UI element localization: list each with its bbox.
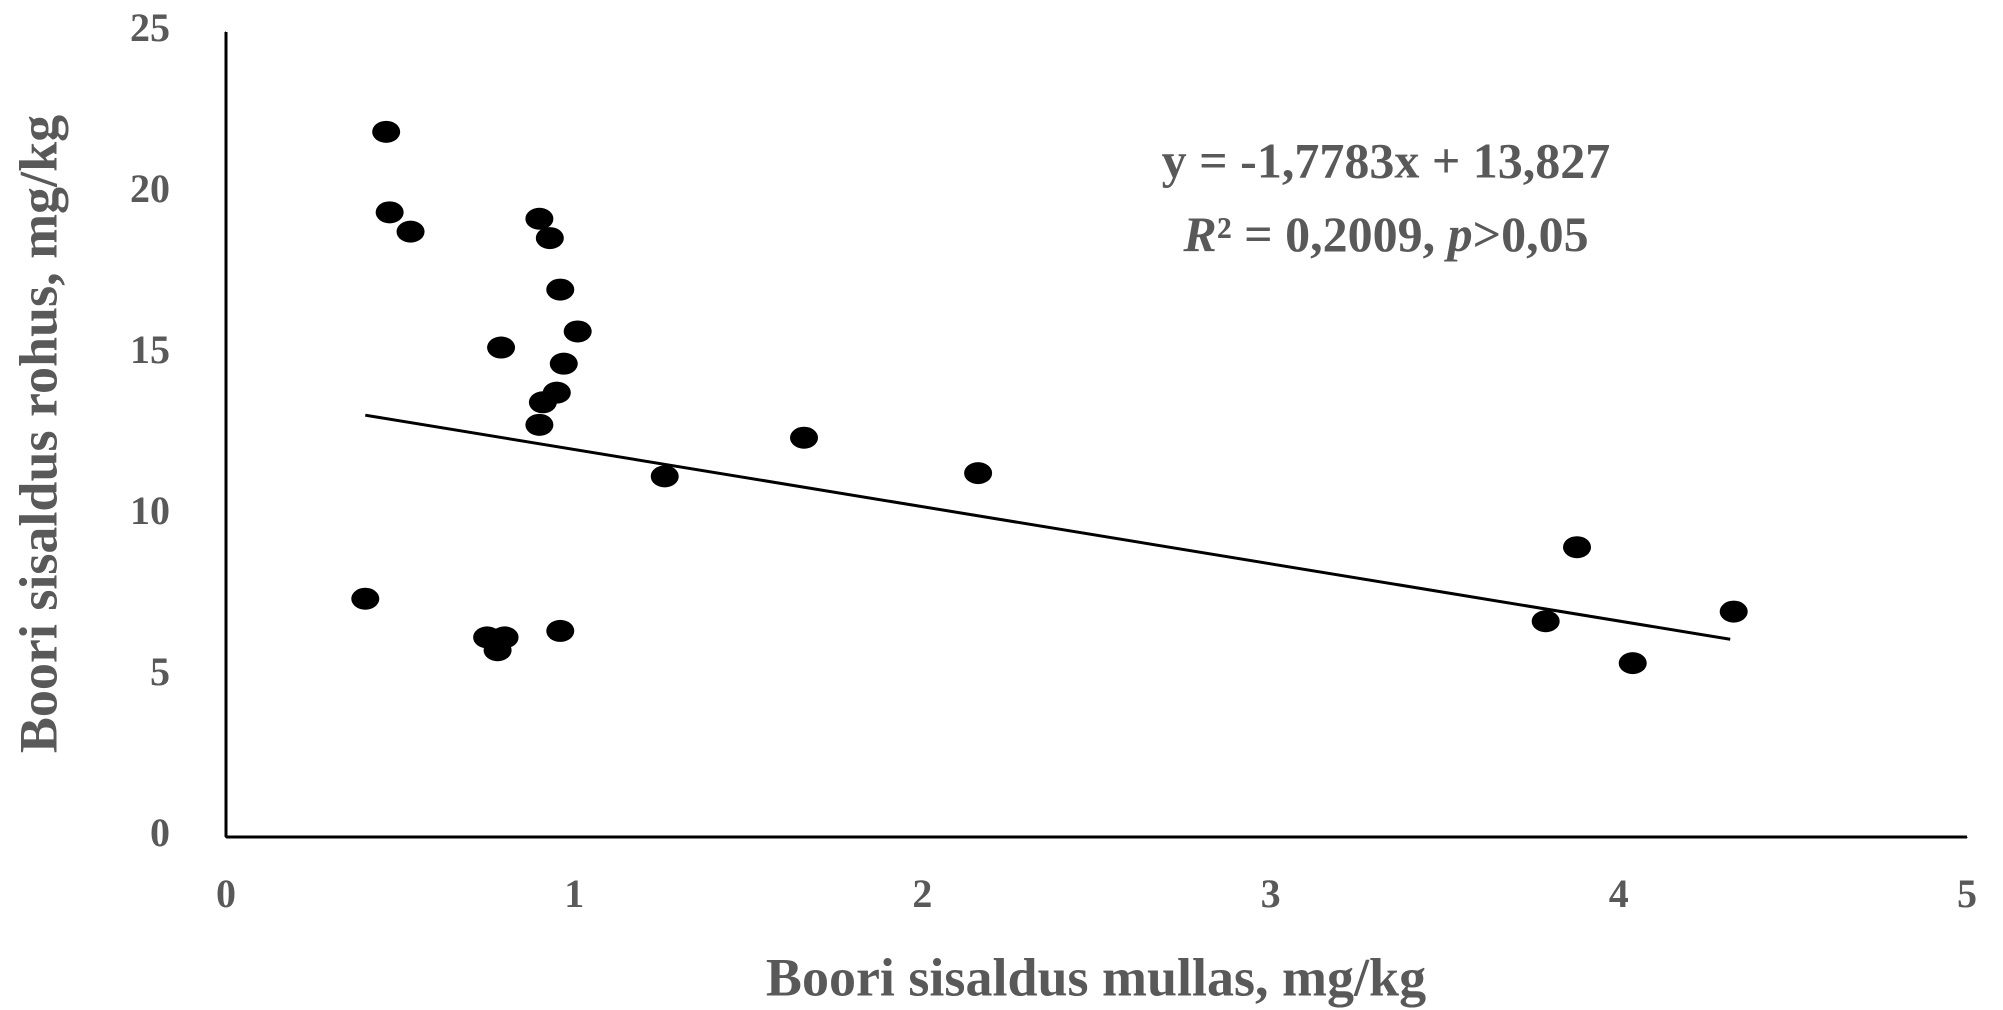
x-tick-label: 5 [1957, 871, 1977, 916]
point [964, 462, 993, 485]
point [525, 413, 554, 436]
point [483, 639, 512, 662]
annotation-part: R [1182, 206, 1216, 262]
point [546, 619, 575, 642]
annotation-part: >0,05 [1473, 206, 1589, 262]
y-tick-label: 20 [130, 166, 170, 211]
point [1531, 610, 1560, 633]
y-tick-label: 5 [150, 649, 170, 694]
point [375, 201, 404, 224]
y-tick-label: 25 [130, 5, 170, 50]
x-tick-label: 4 [1609, 871, 1629, 916]
point [650, 465, 679, 488]
x-tick-label: 3 [1261, 871, 1281, 916]
trendline [365, 413, 1731, 641]
y-axis-title: Boori sisaldus rohus, mg/kg [8, 115, 68, 753]
x-tick-label: 0 [216, 871, 236, 916]
point [546, 278, 575, 301]
annotation-part: p [1444, 206, 1473, 262]
point [351, 587, 380, 610]
annotation-part: ² = 0,2009, [1217, 206, 1448, 262]
x-axis-title: Boori sisaldus mullas, mg/kg [766, 947, 1426, 1007]
point [487, 336, 516, 359]
y-tick-label: 0 [150, 810, 170, 855]
annotation: R² = 0,2009, p>0,05 [1182, 206, 1588, 262]
x-tick-label: 1 [564, 871, 584, 916]
point [396, 220, 425, 243]
point [528, 391, 557, 414]
point [372, 120, 401, 143]
point [535, 227, 564, 250]
point [790, 426, 819, 449]
point [549, 352, 578, 375]
point [1618, 652, 1647, 675]
point [525, 207, 554, 230]
y-tick-label: 15 [130, 327, 170, 372]
y-tick-label: 10 [130, 488, 170, 533]
point [563, 320, 592, 343]
point [1563, 536, 1592, 559]
x-tick-label: 2 [912, 871, 932, 916]
point [1719, 600, 1748, 623]
annotation: y = -1,7783x + 13,827 [1162, 132, 1611, 188]
